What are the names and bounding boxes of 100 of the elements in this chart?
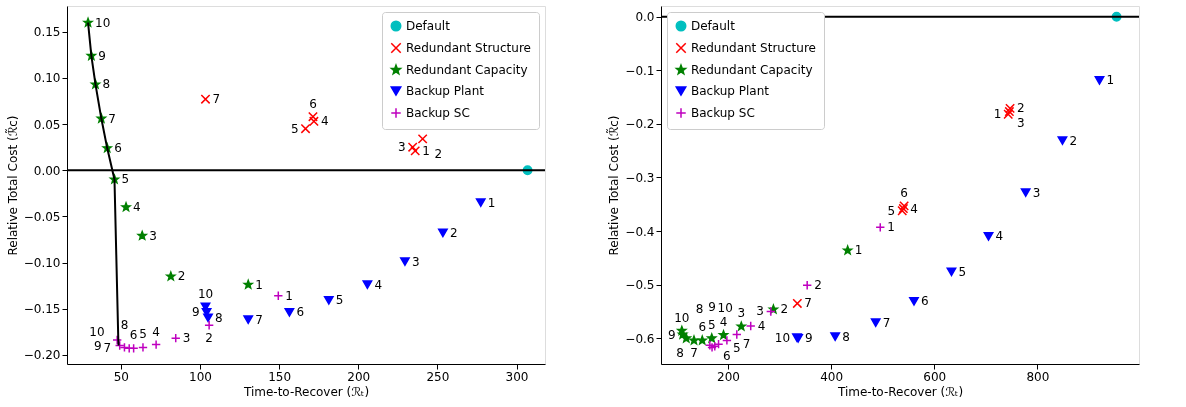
x-tick-label: 250 xyxy=(426,369,450,384)
annotation: 8 xyxy=(120,318,129,333)
x-tick-label: 50 xyxy=(113,369,129,384)
x-tick-label: 200 xyxy=(717,369,740,384)
y-tick-label: −0.3 xyxy=(625,171,655,185)
annotation: 7 xyxy=(742,337,751,352)
legend-label: Backup SC xyxy=(691,106,755,120)
y-tick-label: −0.10 xyxy=(23,256,61,271)
y-axis-title: Relative Total Cost (ℛ̃c) xyxy=(606,115,622,256)
x-tick-label: 400 xyxy=(820,369,844,384)
y-tick-label: 0.15 xyxy=(33,25,61,40)
annotation: 8 xyxy=(102,77,111,92)
annotation: 3 xyxy=(149,228,157,243)
annotation: 4 xyxy=(320,114,329,129)
y-tick-label: −0.5 xyxy=(625,278,655,293)
annotation: 9 xyxy=(668,327,676,342)
annotation: 7 xyxy=(212,92,221,107)
annotation: 1 xyxy=(285,288,293,303)
annotation: 6 xyxy=(698,320,707,335)
x-tick-label: 150 xyxy=(268,369,292,384)
annotation: 1 xyxy=(887,220,895,235)
annotation: 1 xyxy=(255,277,263,292)
annotation: 3 xyxy=(1016,115,1025,130)
legend-label: Backup Plant xyxy=(406,84,485,98)
legend-label: Redundant Structure xyxy=(691,41,816,55)
annotation: 9 xyxy=(98,48,107,63)
annotation: 1 xyxy=(854,243,863,258)
annotation: 9 xyxy=(192,305,200,320)
annotation: 7 xyxy=(882,315,891,330)
annotation: 1 xyxy=(487,195,496,210)
annotation: 2 xyxy=(177,269,186,284)
annotation: 4 xyxy=(910,201,918,216)
annotation: 4 xyxy=(152,324,160,339)
y-tick-label: 0.0 xyxy=(635,10,655,25)
annotation: 7 xyxy=(108,111,116,126)
annotation: 4 xyxy=(374,277,383,292)
annotation: 2 xyxy=(434,147,443,162)
y-axis-title: Relative Total Cost (ℛ̃c) xyxy=(4,115,20,256)
x-tick-label: 300 xyxy=(505,369,529,384)
annotation: 2 xyxy=(814,278,822,293)
annotation: 2 xyxy=(1069,133,1078,148)
x-axis-title: Time-to-Recover (ℛₜ) xyxy=(242,384,370,399)
annotation: 5 xyxy=(335,293,344,308)
annotation: 4 xyxy=(757,318,766,333)
y-tick-label: 0.05 xyxy=(33,117,61,132)
annotation: 8 xyxy=(215,310,223,325)
annotation: 9 xyxy=(708,300,716,315)
annotation: 3 xyxy=(756,304,764,319)
x-tick-label: 200 xyxy=(347,369,371,384)
annotation: 7 xyxy=(690,346,698,361)
annotation: 5 xyxy=(139,327,147,342)
annotation: 6 xyxy=(723,349,731,364)
annotation: 8 xyxy=(695,302,704,317)
legend-label: Redundant Capacity xyxy=(406,63,528,77)
annotation: 5 xyxy=(958,264,967,279)
annotation: 10 xyxy=(717,301,733,316)
x-tick-label: 100 xyxy=(189,369,212,384)
annotation: 1 xyxy=(993,107,1002,122)
annotation: 5 xyxy=(887,203,896,218)
annotation: 6 xyxy=(920,294,929,309)
annotation: 5 xyxy=(733,340,741,355)
annotation: 4 xyxy=(995,229,1004,244)
annotation: 5 xyxy=(121,172,130,187)
annotation: 1 xyxy=(422,143,430,158)
annotation: 4 xyxy=(719,315,728,330)
annotation: 7 xyxy=(804,296,812,311)
annotation: 10 xyxy=(774,330,791,345)
annotation: 3 xyxy=(182,331,191,346)
y-tick-label: −0.20 xyxy=(23,348,61,363)
legend-label: Backup Plant xyxy=(691,84,770,98)
x-tick-label: 600 xyxy=(923,369,947,384)
annotation: 5 xyxy=(707,318,716,333)
y-tick-label: 0.10 xyxy=(33,71,61,86)
annotation: 9 xyxy=(805,331,813,346)
annotation: 2 xyxy=(449,225,458,240)
annotation: 6 xyxy=(309,96,317,111)
y-tick-label: 0.00 xyxy=(33,163,61,178)
annotation: 10 xyxy=(95,15,111,30)
annotation: 7 xyxy=(103,341,112,356)
y-tick-label: −0.6 xyxy=(625,331,655,346)
annotation: 4 xyxy=(133,200,141,215)
y-tick-label: −0.4 xyxy=(625,224,655,239)
annotation: 1 xyxy=(1106,73,1115,88)
annotation: 8 xyxy=(676,346,684,361)
annotation: 3 xyxy=(737,306,746,321)
annotation: 6 xyxy=(900,185,908,200)
y-tick-label: −0.15 xyxy=(23,302,61,317)
legend-label: Default xyxy=(691,19,736,33)
y-tick-label: −0.1 xyxy=(625,63,655,78)
annotation: 10 xyxy=(674,310,690,325)
y-tick-label: −0.05 xyxy=(23,209,61,224)
legend-label: Default xyxy=(406,19,451,33)
annotation: 8 xyxy=(842,329,850,344)
annotation: 10 xyxy=(197,286,214,301)
annotation: 2 xyxy=(780,302,789,317)
annotation: 9 xyxy=(93,338,102,353)
annotation: 5 xyxy=(290,121,299,136)
annotation: 6 xyxy=(129,328,138,343)
annotation: 10 xyxy=(89,324,105,339)
annotation: 7 xyxy=(255,312,263,327)
